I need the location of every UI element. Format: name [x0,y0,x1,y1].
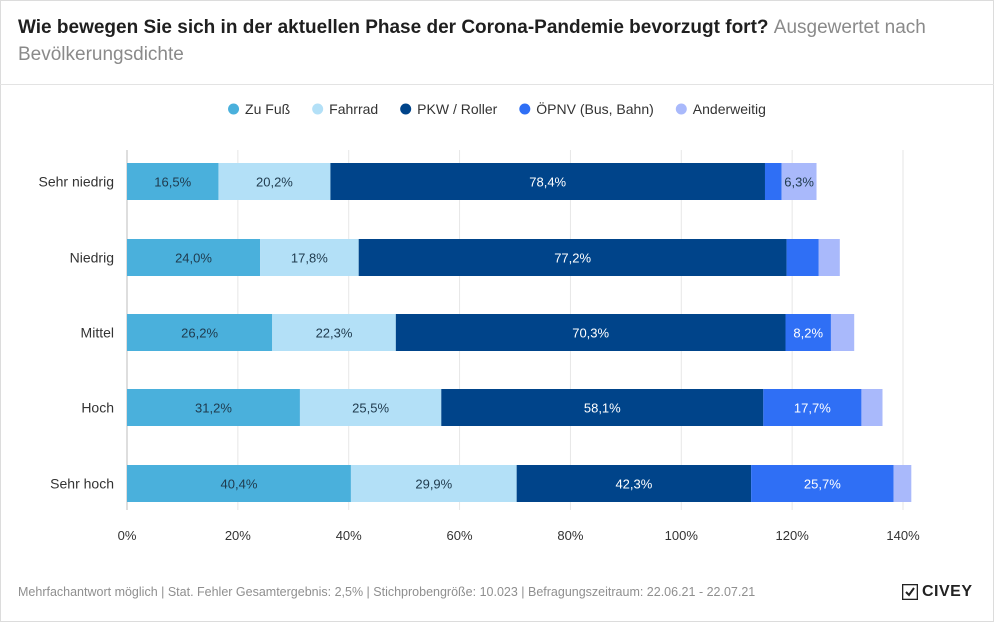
bar-segment [781,163,817,200]
bar-segment [127,163,219,200]
data-label: 70,3% [572,326,609,341]
x-tick-label: 120% [776,528,810,543]
category-labels: Sehr niedrig Niedrig Mittel Hoch Sehr hoch [39,174,115,492]
data-label: 26,2% [181,326,218,341]
legend-swatch [228,103,240,115]
chart-title: Wie bewegen Sie sich in der aktuellen Ph… [18,14,968,68]
x-tick-label: 40% [336,528,362,543]
bar-segment [893,465,912,502]
category-label: Sehr hoch [50,476,114,492]
data-label: 78,4% [529,175,566,190]
data-label: 42,3% [615,477,652,492]
header-divider [0,84,994,85]
civey-logo-icon [902,584,918,600]
legend: Zu Fuß Fahrrad PKW / Roller ÖPNV (Bus, Bahn… [228,100,766,117]
bar-segment [272,314,396,351]
x-tick-label: 20% [225,528,251,543]
data-label: 17,7% [794,401,831,416]
category-label: Mittel [81,325,114,341]
data-label: 29,9% [415,477,452,492]
category-label: Hoch [81,400,114,416]
data-label: 24,0% [175,251,212,266]
x-tick-label: 0% [118,528,137,543]
data-label: 58,1% [584,401,621,416]
bar-segment [358,239,787,276]
civey-logo: CIVEY [902,583,973,601]
data-label: 77,2% [554,251,591,266]
data-label: 16,5% [154,175,191,190]
x-tick-label: 100% [665,528,699,543]
category-label: Sehr niedrig [39,174,115,190]
bar-segment [441,389,764,426]
bar-segment [818,239,840,276]
bar-segment [785,314,831,351]
bar-segment [330,163,765,200]
x-axis-ticks: 0% 20% 40% 60% 80% 100% 120% 140% [118,528,920,543]
data-label: 17,8% [291,251,328,266]
bar-segment [830,314,855,351]
data-label: 8,2% [793,326,823,341]
bar-segment [260,239,359,276]
data-label: 25,7% [804,477,841,492]
title-subtitle: Ausgewertet nach Bevölkerungsdichte [18,17,926,65]
legend-label: Zu Fuß [245,101,290,117]
bar-segment [751,465,894,502]
data-label: 6,3% [784,175,814,190]
title-main: Wie bewegen Sie sich in der aktuellen Ph… [18,17,769,38]
footer-note: Mehrfachantwort möglich | Stat. Fehler G… [18,585,756,599]
bar-segment [516,465,752,502]
legend-swatch [400,103,412,115]
data-label: 22,3% [316,326,353,341]
bar-segment [127,314,273,351]
legend-label: ÖPNV (Bus, Bahn) [536,100,654,117]
legend-swatch [519,103,531,115]
bars: 16,5% 20,2% 78,4% 6,3% 24,0% 17,8% 77,2% 26,2% 2… [127,163,912,502]
bar-segment [395,314,786,351]
logo-text: CIVEY [922,583,973,600]
legend-label: Fahrrad [329,101,378,117]
data-label: 20,2% [256,175,293,190]
bar-segment [218,163,331,200]
bar-segment [764,163,782,200]
x-tick-label: 60% [447,528,473,543]
x-tick-label: 140% [886,528,920,543]
data-label: 25,5% [352,401,389,416]
bar-segment [861,389,883,426]
legend-label: Anderweitig [693,101,766,117]
legend-label: PKW / Roller [417,101,497,117]
bar-segment [299,389,442,426]
bar-segment [127,465,351,502]
legend-swatch [312,103,324,115]
bar-segment [127,239,261,276]
data-label: 31,2% [195,401,232,416]
bar-segment [350,465,517,502]
bar-segment [786,239,819,276]
legend-swatch [675,103,687,115]
category-label: Niedrig [70,250,114,266]
data-label: 40,4% [221,477,258,492]
x-tick-label: 80% [557,528,583,543]
bar-segment [763,389,862,426]
bar-segment [127,389,300,426]
